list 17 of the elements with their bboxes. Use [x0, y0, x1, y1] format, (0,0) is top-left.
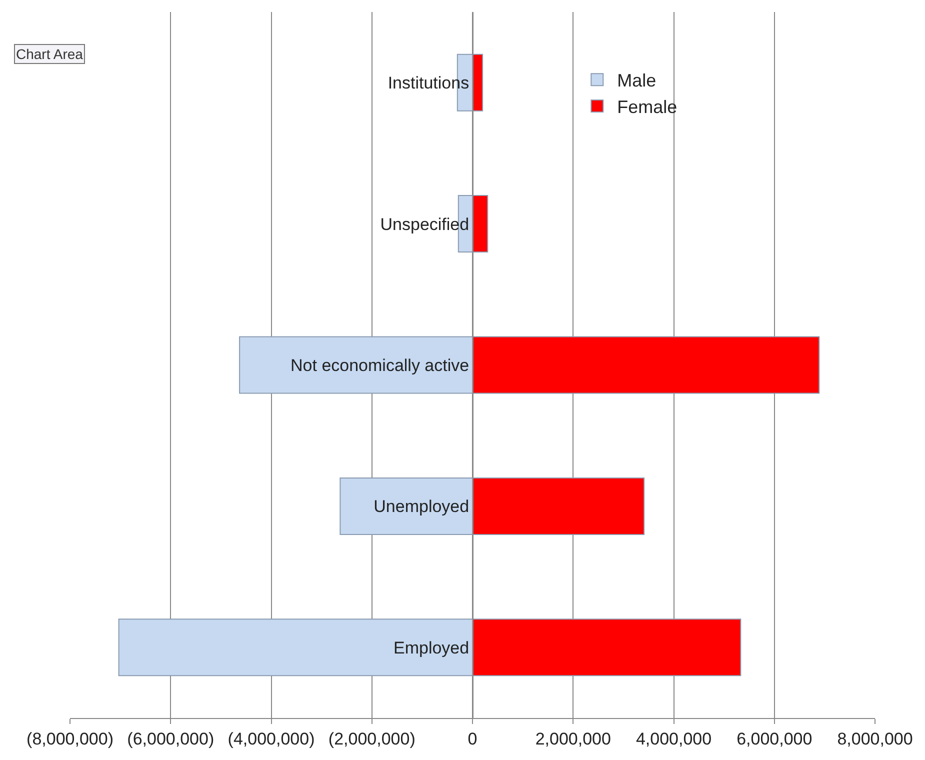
legend-label: Female [617, 97, 678, 118]
y-tick-label: Unspecified [380, 214, 470, 234]
x-tick-label: (2,000,000) [328, 729, 416, 748]
y-tick-label: Unemployed [374, 497, 470, 516]
y-tick-label: Employed [393, 638, 470, 658]
x-tick-label: 6,000,000 [736, 729, 812, 748]
x-tick-label: (4,000,000) [228, 729, 315, 748]
legend-label: Male [617, 70, 656, 91]
x-tick-label: 2,000,000 [535, 729, 611, 748]
x-tick-label: 8,000,000 [837, 729, 913, 748]
x-tick-label: (6,000,000) [127, 729, 214, 748]
x-tick-label: (8,000,000) [26, 729, 114, 748]
y-tick-label: Not economically active [290, 356, 470, 375]
annotation: Chart Area [16, 46, 84, 62]
x-tick-label: 4,000,000 [636, 729, 712, 748]
x-tick-label: 0 [468, 729, 478, 748]
y-tick-label: Institutions [388, 74, 470, 93]
